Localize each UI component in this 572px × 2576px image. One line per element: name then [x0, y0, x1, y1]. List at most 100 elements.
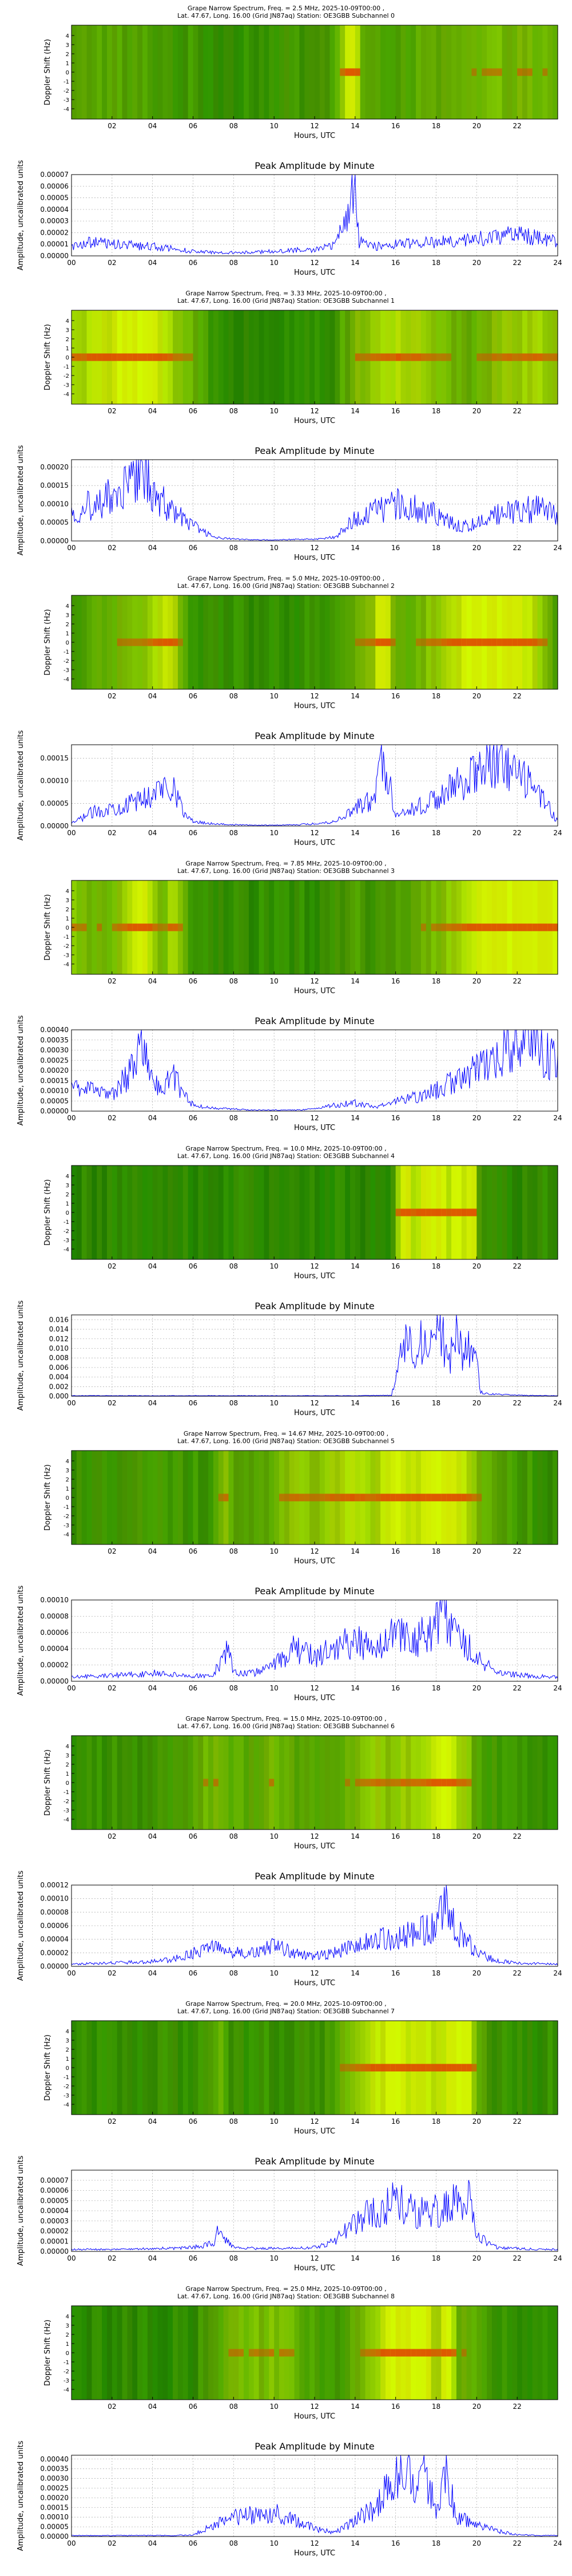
- doppler-trace-cell: [547, 923, 553, 931]
- doppler-trace-cell: [86, 353, 93, 361]
- heatmap-cell: [279, 25, 285, 119]
- heatmap-cell: [507, 2306, 513, 2400]
- y-tick-label: 0.008: [49, 1354, 69, 1362]
- doppler-trace-cell: [390, 2064, 396, 2072]
- doppler-trace-cell: [380, 2064, 386, 2072]
- heatmap-cell: [482, 1165, 487, 1259]
- x-tick-label: 14: [351, 1262, 359, 1270]
- doppler-trace-cell: [370, 638, 376, 646]
- heatmap-cell: [375, 25, 381, 119]
- doppler-trace-cell: [233, 2349, 239, 2357]
- heatmap-cell: [274, 1451, 280, 1544]
- x-tick-label: 16: [391, 692, 400, 700]
- amplitude-series-line: [71, 459, 558, 541]
- x-tick-label: 00: [67, 1399, 76, 1407]
- heatmap-cell: [269, 25, 275, 119]
- y-tick-label: 0.00005: [40, 1097, 69, 1105]
- y-tick-label: -1: [63, 1219, 69, 1226]
- x-tick-label: 04: [148, 1547, 157, 1555]
- spectrogram-cells: [72, 2306, 558, 2400]
- doppler-trace-cell: [117, 353, 123, 361]
- doppler-trace-cell: [406, 1208, 411, 1216]
- doppler-trace-cell: [375, 2349, 381, 2357]
- spectrogram-cells: [72, 310, 558, 404]
- y-tick-label: 2: [66, 52, 69, 58]
- doppler-trace-cell: [177, 923, 184, 931]
- heatmap-cell: [294, 25, 300, 119]
- doppler-trace-cell: [152, 353, 158, 361]
- y-tick-label: 0.00000: [40, 537, 69, 545]
- x-tick-label: 10: [270, 1262, 279, 1270]
- heatmap-cell: [431, 25, 437, 119]
- heatmap-cell: [188, 1736, 194, 1830]
- y-axis-label: Amplitude, uncalibrated units: [17, 1870, 25, 1981]
- heatmap-cell: [400, 880, 406, 974]
- heatmap-cell: [517, 2021, 523, 2115]
- y-axis-label: Doppler Shift (Hz): [43, 609, 52, 675]
- doppler-trace-cell: [471, 923, 477, 931]
- doppler-trace-cell: [360, 638, 366, 646]
- x-tick-label: 24: [553, 1969, 562, 1977]
- doppler-trace-cell: [476, 638, 482, 646]
- heatmap-cell: [502, 2306, 508, 2400]
- heatmap-cell: [532, 2306, 538, 2400]
- heatmap-cell: [355, 1165, 361, 1259]
- doppler-trace-cell: [294, 1494, 300, 1502]
- heatmap-cell: [324, 595, 331, 689]
- y-axis-label: Doppler Shift (Hz): [43, 1179, 52, 1246]
- heatmap-cell: [203, 25, 209, 119]
- doppler-trace-cell: [76, 923, 82, 931]
- heatmap-cell: [97, 1736, 102, 1830]
- heatmap-cell: [416, 880, 422, 974]
- x-tick-label: 06: [189, 407, 197, 415]
- doppler-trace-cell: [487, 353, 492, 361]
- heatmap-cell: [223, 310, 229, 404]
- heatmap-cell: [203, 1736, 209, 1830]
- amplitude-svg: Peak Amplitude by Minute0.0000.0020.0040…: [17, 1300, 562, 1417]
- heatmap-cell: [542, 2021, 548, 2115]
- doppler-trace-cell: [466, 2064, 472, 2072]
- doppler-trace-cell: [188, 353, 194, 361]
- x-tick-label: 04: [148, 544, 157, 552]
- doppler-trace-cell: [517, 68, 523, 76]
- heatmap-cell: [218, 1736, 224, 1830]
- heatmap-cell: [340, 1736, 345, 1830]
- heatmap-cell: [315, 1736, 320, 1830]
- heatmap-cell: [349, 1736, 356, 1830]
- spectrogram-cells: [72, 595, 558, 689]
- x-tick-label: 22: [513, 1399, 522, 1407]
- heatmap-cell: [193, 595, 198, 689]
- y-tick-label: -2: [63, 1514, 69, 1520]
- amplitude-series-line: [71, 744, 558, 826]
- heatmap-cell: [259, 1451, 265, 1544]
- doppler-trace-cell: [395, 2064, 402, 2072]
- heatmap-cell: [264, 1451, 269, 1544]
- heatmap-cell: [537, 1451, 543, 1544]
- heatmap-cell: [537, 25, 543, 119]
- heatmap-cell: [319, 1165, 325, 1259]
- heatmap-cell: [97, 1451, 102, 1544]
- x-tick-label: 16: [391, 544, 400, 552]
- heatmap-cell: [274, 2306, 280, 2400]
- heatmap-cell: [86, 880, 93, 974]
- doppler-trace-cell: [512, 353, 518, 361]
- doppler-trace-cell: [420, 923, 427, 931]
- heatmap-cell: [248, 1451, 255, 1544]
- heatmap-cell: [244, 880, 249, 974]
- heatmap-cell: [112, 595, 118, 689]
- doppler-trace-cell: [168, 638, 173, 646]
- heatmap-cell: [512, 1451, 518, 1544]
- heatmap-cell: [315, 1165, 320, 1259]
- heatmap-cell: [182, 2306, 189, 2400]
- x-axis-label: Hours, UTC: [294, 1557, 335, 1566]
- doppler-trace-cell: [127, 923, 133, 931]
- spectrogram-title: Grape Narrow Spectrum, Freq. = 2.5 MHz, …: [187, 5, 385, 12]
- x-tick-label: 02: [108, 2403, 116, 2411]
- heatmap-cell: [340, 880, 345, 974]
- doppler-trace-cell: [537, 353, 543, 361]
- doppler-trace-cell: [502, 353, 508, 361]
- x-tick-label: 06: [189, 1547, 197, 1555]
- heatmap-cell: [248, 1165, 255, 1259]
- doppler-trace-cell: [553, 923, 558, 931]
- heatmap-cell: [294, 310, 300, 404]
